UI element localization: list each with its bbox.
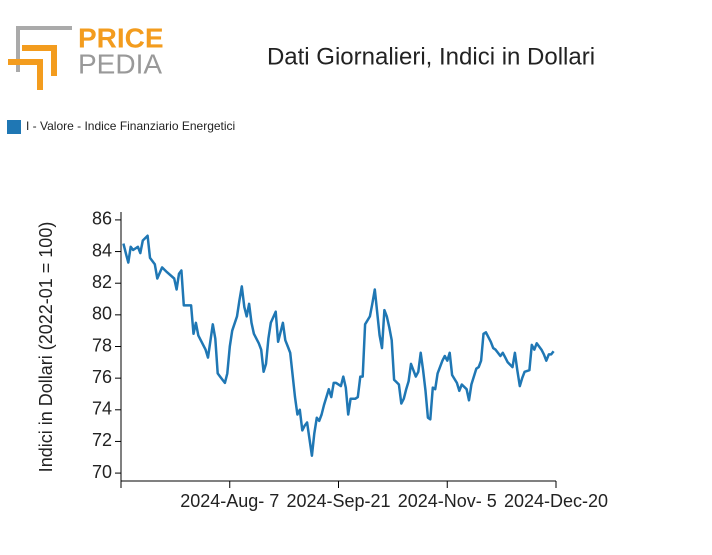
- y-tick-label: 70: [92, 462, 112, 482]
- y-tick-label: 76: [92, 367, 112, 387]
- y-tick-label: 82: [92, 272, 112, 292]
- logo-bottom: PEDIA: [78, 48, 162, 79]
- y-tick-label: 86: [92, 209, 112, 229]
- logo-mark: [22, 45, 57, 76]
- y-tick-label: 74: [92, 399, 112, 419]
- logo-mark: [8, 59, 43, 90]
- x-tick-label: 2024-Sep-21: [286, 491, 390, 511]
- legend-label: I - Valore - Indice Finanziario Energeti…: [26, 119, 235, 133]
- data-line: [122, 234, 555, 457]
- legend-swatch: [7, 120, 21, 134]
- y-tick-label: 72: [92, 430, 112, 450]
- x-tick-label: 2024-Aug- 7: [180, 491, 279, 511]
- logo: PRICE PEDIA: [8, 22, 164, 90]
- x-tick-label: 2024-Dec-20: [504, 491, 608, 511]
- chart-title: Dati Giornalieri, Indici in Dollari: [267, 43, 595, 70]
- logo-top: PRICE: [78, 22, 164, 53]
- y-tick-label: 84: [92, 240, 112, 260]
- y-tick-label: 78: [92, 335, 112, 355]
- y-tick-label: 80: [92, 304, 112, 324]
- x-tick-label: 2024-Nov- 5: [398, 491, 497, 511]
- logo-frame: [16, 26, 72, 72]
- y-axis-label: Indici in Dollari (2022-01 = 100): [36, 222, 56, 473]
